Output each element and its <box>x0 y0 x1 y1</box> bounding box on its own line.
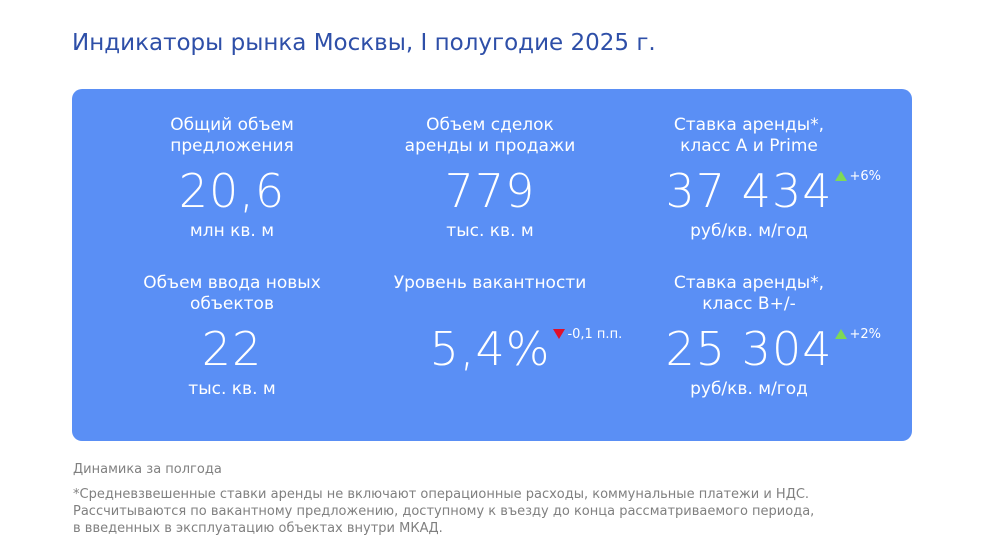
change-badge: +6% <box>835 169 881 184</box>
indicator-value: 779 <box>444 164 536 218</box>
footnote-text: *Средневзвешенные ставки аренды не включ… <box>73 486 873 537</box>
indicator-total-supply: Общий объем предложения 20,6 млн кв. м <box>92 115 372 241</box>
indicator-value-wrap: 37 434 +6% <box>665 163 882 219</box>
indicator-vacancy: Уровень вакантности 5,4% -0,1 п.п. <box>350 273 630 379</box>
indicator-rent-class-b: Ставка аренды*, класс В+/- 25 304 +2% ру… <box>609 273 889 399</box>
indicator-unit: млн кв. м <box>189 221 275 241</box>
indicator-title: Уровень вакантности <box>350 273 630 315</box>
arrow-down-icon <box>553 329 566 339</box>
indicator-value-wrap: 5,4% -0,1 п.п. <box>429 321 623 377</box>
arrow-up-icon <box>835 329 848 339</box>
indicator-value: 25 304 <box>665 322 833 376</box>
indicator-value: 22 <box>201 322 263 376</box>
indicator-title-line: Объем сделок <box>426 115 554 135</box>
indicator-title: Объем ввода новых объектов <box>92 273 372 315</box>
indicator-deal-volume: Объем сделок аренды и продажи 779 тыс. к… <box>350 115 630 241</box>
indicator-value-wrap: 779 <box>445 163 536 219</box>
indicator-title: Общий объем предложения <box>92 115 372 157</box>
footnote-line: Рассчитываются по вакантному предложению… <box>73 504 815 519</box>
indicator-title-line <box>350 294 630 315</box>
change-text: +2% <box>849 327 882 342</box>
indicator-title-line: Уровень вакантности <box>393 273 587 293</box>
indicator-title: Ставка аренды*, класс А и Prime <box>609 115 889 157</box>
indicator-value-wrap: 22 <box>202 321 263 377</box>
page-title: Индикаторы рынка Москвы, I полугодие 202… <box>72 30 656 56</box>
indicator-unit: руб/кв. м/год <box>690 379 808 399</box>
indicator-title-line: предложения <box>170 136 294 156</box>
indicator-unit: руб/кв. м/год <box>690 221 808 241</box>
indicator-title-line: класс В+/- <box>702 294 796 314</box>
footnote-line: *Средневзвешенные ставки аренды не включ… <box>73 487 810 502</box>
arrow-up-icon <box>835 171 848 181</box>
indicator-title-line: Общий объем <box>170 115 294 135</box>
indicator-value: 20,6 <box>178 164 286 218</box>
indicator-unit: тыс. кв. м <box>446 221 534 241</box>
indicator-title-line: класс А и Prime <box>680 136 818 156</box>
indicators-panel: Общий объем предложения 20,6 млн кв. м О… <box>72 89 912 441</box>
indicator-rent-class-a: Ставка аренды*, класс А и Prime 37 434 +… <box>609 115 889 241</box>
footnote-line: в введенных в эксплуатацию объектах внут… <box>73 521 443 536</box>
footnote-caption: Динамика за полгода <box>73 462 222 477</box>
indicator-title: Ставка аренды*, класс В+/- <box>609 273 889 315</box>
indicator-value: 5,4% <box>429 322 551 376</box>
change-badge: +2% <box>835 327 881 342</box>
indicator-title-line: объектов <box>190 294 274 314</box>
indicator-title-line: Объем ввода новых <box>143 273 321 293</box>
indicator-value-wrap: 20,6 <box>179 163 285 219</box>
change-badge: -0,1 п.п. <box>553 327 622 342</box>
indicator-unit: тыс. кв. м <box>188 379 276 399</box>
indicator-title-line: аренды и продажи <box>404 136 576 156</box>
indicator-value-wrap: 25 304 +2% <box>665 321 882 377</box>
change-text: -0,1 п.п. <box>567 327 623 342</box>
change-text: +6% <box>849 169 882 184</box>
indicator-value: 37 434 <box>665 164 833 218</box>
indicator-title-line: Ставка аренды*, <box>673 115 825 135</box>
indicator-new-construction: Объем ввода новых объектов 22 тыс. кв. м <box>92 273 372 399</box>
indicator-title-line: Ставка аренды*, <box>673 273 825 293</box>
indicator-title: Объем сделок аренды и продажи <box>350 115 630 157</box>
